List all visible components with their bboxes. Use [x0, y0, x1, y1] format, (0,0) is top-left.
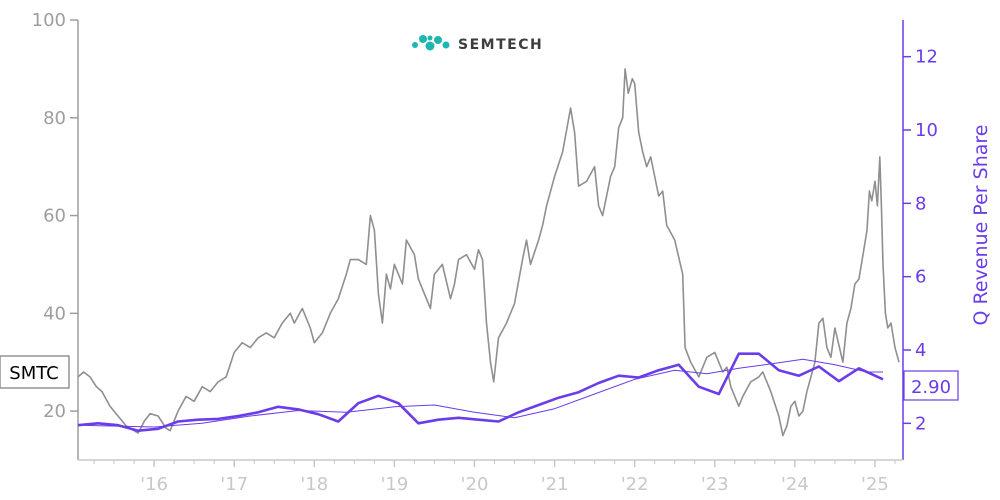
right-tick-label: 12 [915, 47, 938, 68]
left-tick-label: 20 [43, 401, 66, 422]
left-tick-label: 80 [43, 108, 66, 129]
logo-dot [434, 36, 442, 44]
logo-dot [419, 35, 427, 43]
x-tick-label: '20 [461, 474, 489, 495]
x-tick-label: '17 [220, 474, 248, 495]
right-tick-label: 4 [915, 340, 926, 361]
logo-dot [412, 42, 418, 48]
current-value-label: 2.90 [911, 377, 951, 398]
x-tick-label: '16 [140, 474, 168, 495]
ticker-badge: SMTC [0, 355, 70, 389]
left-tick-label: 100 [32, 10, 66, 31]
x-axis-ticks: '16 '17 '18 '19 '20 '21 '22 '23 '24 '25 [93, 460, 896, 495]
logo-dot [425, 41, 435, 51]
left-axis-ticks: 20 40 60 80 100 [32, 10, 78, 422]
x-tick-label: '23 [701, 474, 729, 495]
x-tick-label: '19 [380, 474, 408, 495]
ticker-label: SMTC [9, 363, 58, 384]
x-tick-label: '24 [781, 474, 809, 495]
x-tick-label: '18 [300, 474, 328, 495]
logo-text: SEMTECH [458, 37, 543, 53]
left-tick-label: 40 [43, 303, 66, 324]
x-tick-label: '22 [621, 474, 649, 495]
right-axis-ticks: 2 4 6 8 10 12 [903, 47, 938, 434]
semtech-logo: SEMTECH [412, 35, 543, 53]
revenue-trend-line [77, 358, 883, 428]
left-tick-label: 60 [43, 206, 66, 227]
logo-dot [427, 35, 433, 41]
series-layer [77, 68, 900, 437]
axes [77, 20, 904, 461]
right-tick-label: 8 [915, 193, 926, 214]
right-axis-label: Q Revenue Per Share [970, 125, 992, 326]
right-tick-label: 10 [915, 120, 938, 141]
x-tick-label: '21 [541, 474, 569, 495]
right-tick-label: 2 [915, 413, 926, 434]
x-tick-label: '25 [861, 474, 889, 495]
molecule-icon [412, 35, 450, 51]
current-value-badge: 2.90 [903, 370, 959, 401]
revenue-line [77, 352, 884, 432]
price-line [77, 68, 900, 437]
logo-dot [442, 41, 450, 49]
right-tick-label: 6 [915, 267, 926, 288]
